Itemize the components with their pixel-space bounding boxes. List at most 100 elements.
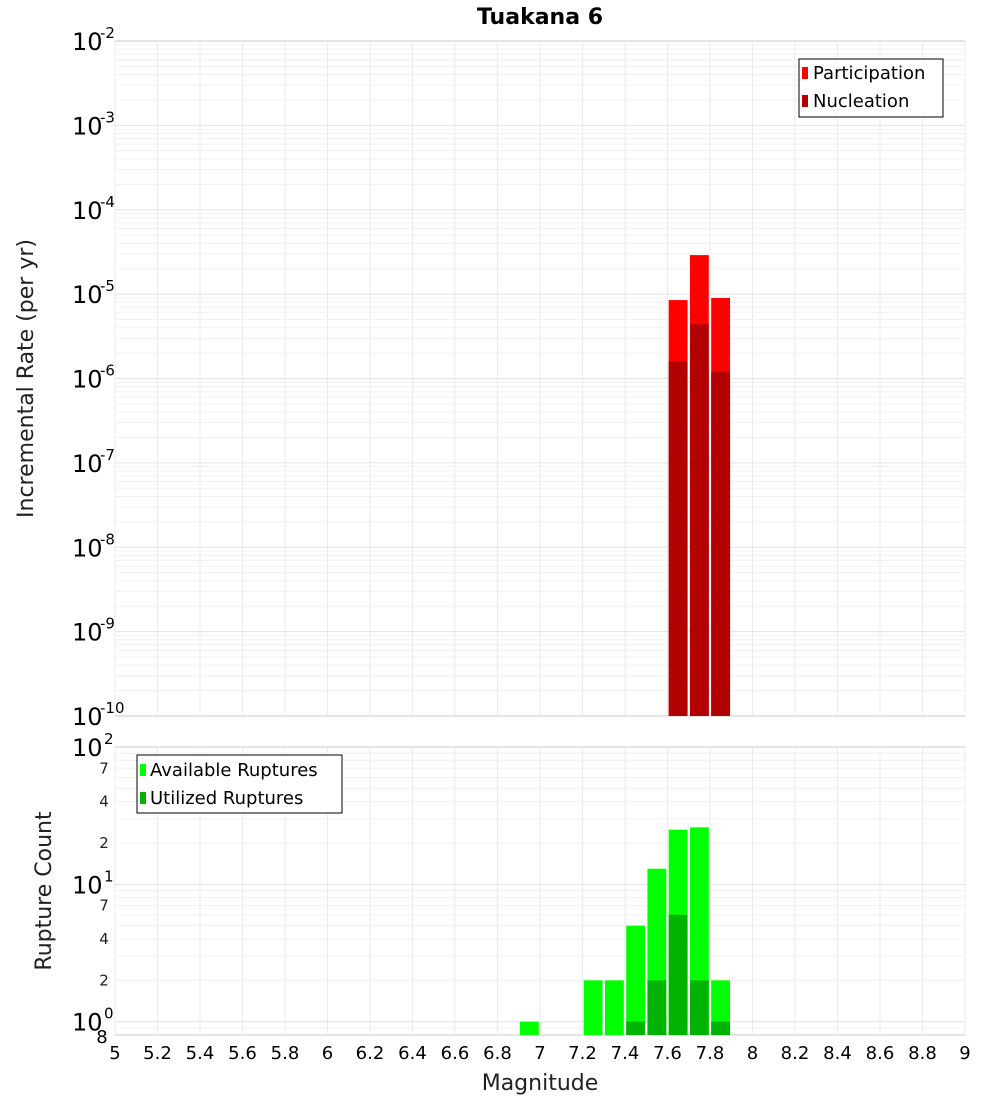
count-y-tick-base: 10: [72, 734, 103, 762]
magnitude-x-tick-label: 6: [322, 1043, 333, 1064]
count-legend-box: [136, 754, 343, 814]
rate-y-tick-base: 10: [72, 112, 103, 140]
magnitude-x-tick-label: 5: [109, 1043, 120, 1064]
rate-y-tick-exponent: -6: [100, 362, 115, 380]
count-y-bottom-tick-label: 8: [96, 1027, 107, 1048]
count-utilized-ruptures-bar: [626, 1021, 646, 1035]
rate-y-tick-label: 10-7: [72, 446, 115, 478]
magnitude-x-tick-label: 7.4: [611, 1043, 640, 1064]
magnitude-x-tick-label: 7.2: [568, 1043, 597, 1064]
magnitude-x-tick-label: 8.8: [908, 1043, 937, 1064]
available-ruptures-legend-label: Available Ruptures: [150, 760, 318, 781]
rate-y-tick-exponent: -5: [100, 277, 115, 295]
magnitude-x-tick-label: 5.8: [271, 1043, 300, 1064]
rate-y-tick-exponent: -4: [100, 193, 115, 211]
rate-y-tick-exponent: -3: [100, 108, 115, 126]
participation-legend-swatch: [802, 67, 808, 79]
magnitude-x-tick-label: 8.4: [823, 1043, 852, 1064]
rate-y-ticks: 10-210-310-410-510-610-710-810-910-10: [72, 24, 125, 731]
rate-bars: [668, 255, 731, 716]
rate-y-tick-base: 10: [72, 197, 103, 225]
magnitude-x-tick-label: 7.6: [653, 1043, 682, 1064]
count-utilized-ruptures-bar: [668, 914, 688, 1035]
rate-y-tick-base: 10: [72, 703, 103, 731]
magnitude-x-tick-label: 5.6: [228, 1043, 257, 1064]
rate-y-axis-label: Incremental Rate (per yr): [14, 239, 39, 518]
count-y-minor-tick-label: 7: [99, 897, 109, 915]
rate-y-tick-exponent: -7: [100, 446, 115, 464]
rate-y-tick-base: 10: [72, 28, 103, 56]
rate-y-tick-base: 10: [72, 534, 103, 562]
count-bars: [519, 827, 731, 1035]
magnitude-x-axis-label: Magnitude: [482, 1071, 599, 1096]
count-utilized-ruptures-bar: [689, 980, 709, 1035]
magnitude-x-ticks: 5 5.2 5.4 5.6 5.8 6 6.2 6.4 6.6 6.8 7 7.2 7.4 7.6 7.8 8…: [109, 1043, 970, 1064]
rate-legend-box: [798, 58, 944, 118]
count-y-minor-tick-label: 2: [99, 834, 109, 852]
magnitude-x-tick-label: 6.2: [356, 1043, 385, 1064]
rate-nucleation-bar: [668, 361, 688, 716]
rate-y-tick-exponent: -9: [100, 615, 115, 633]
rate-y-tick-exponent: -8: [100, 530, 115, 548]
rate-y-tick-label: 10-5: [72, 277, 115, 309]
count-available-ruptures-bar: [711, 980, 731, 1035]
count-y-tick-base: 10: [72, 871, 103, 899]
count-y-tick-exponent: 0: [104, 1005, 114, 1023]
rate-y-tick-label: 10-8: [72, 530, 115, 562]
magnitude-x-tick-label: 8.2: [781, 1043, 810, 1064]
rate-y-tick-exponent: -2: [100, 24, 115, 42]
magnitude-x-tick-label: 7: [534, 1043, 545, 1064]
count-utilized-ruptures-bar: [647, 980, 667, 1035]
count-y-tick-exponent: 2: [104, 730, 114, 748]
count-y-axis-label: Rupture Count: [32, 811, 57, 971]
nucleation-legend-label: Nucleation: [813, 91, 909, 112]
rate-y-tick-label: 10-4: [72, 193, 115, 225]
rate-y-tick-base: 10: [72, 619, 103, 647]
magnitude-x-tick-label: 8: [747, 1043, 758, 1064]
magnitude-x-tick-label: 8.6: [866, 1043, 895, 1064]
magnitude-x-tick-label: 6.6: [441, 1043, 470, 1064]
rate-nucleation-bar: [711, 371, 731, 716]
count-utilized-ruptures-bar: [711, 1021, 731, 1035]
count-y-tick-base: 10: [72, 1009, 103, 1037]
magnitude-x-tick-label: 6.8: [483, 1043, 512, 1064]
rate-y-tick-label: 10-6: [72, 362, 115, 394]
count-available-ruptures-bar: [583, 980, 603, 1035]
magnitude-x-tick-label: 5.2: [143, 1043, 172, 1064]
magnitude-x-tick-label: 5.4: [186, 1043, 215, 1064]
rate-y-tick-label: 10-2: [72, 24, 115, 56]
count-available-ruptures-bar: [519, 1021, 539, 1035]
rate-y-tick-base: 10: [72, 450, 103, 478]
rate-y-tick-base: 10: [72, 366, 103, 394]
rate-nucleation-bar: [689, 324, 709, 716]
count-y-minor-tick-label: 4: [99, 793, 109, 811]
rate-y-tick-label: 10-10: [72, 699, 125, 731]
rate-gridlines: [114, 41, 966, 716]
rate-y-tick-base: 10: [72, 281, 103, 309]
magnitude-x-tick-label: 9: [959, 1043, 970, 1064]
available-ruptures-legend-swatch: [140, 764, 146, 776]
rate-legend: Participation Nucleation: [798, 58, 944, 118]
rate-y-tick-label: 10-3: [72, 108, 115, 140]
magnitude-x-tick-label: 6.4: [398, 1043, 427, 1064]
count-y-tick-exponent: 1: [104, 867, 114, 885]
count-y-minor-tick-label: 4: [99, 930, 109, 948]
rate-panel: 10-210-310-410-510-610-710-810-910-10 In…: [14, 24, 966, 731]
rate-y-tick-exponent: -10: [100, 699, 125, 717]
utilized-ruptures-legend-swatch: [140, 792, 146, 804]
nucleation-legend-swatch: [802, 95, 808, 107]
chart-title: Tuakana 6: [477, 5, 603, 30]
utilized-ruptures-legend-label: Utilized Ruptures: [150, 788, 303, 809]
count-gridlines: [114, 747, 966, 1035]
participation-legend-label: Participation: [813, 63, 925, 84]
count-y-minor-tick-label: 7: [99, 759, 109, 777]
magnitude-x-tick-label: 7.8: [696, 1043, 725, 1064]
count-available-ruptures-bar: [604, 980, 624, 1035]
count-y-minor-tick-label: 2: [99, 971, 109, 989]
rate-y-tick-label: 10-9: [72, 615, 115, 647]
count-available-ruptures-bar: [626, 925, 646, 1035]
count-legend: Available Ruptures Utilized Ruptures: [136, 754, 343, 814]
